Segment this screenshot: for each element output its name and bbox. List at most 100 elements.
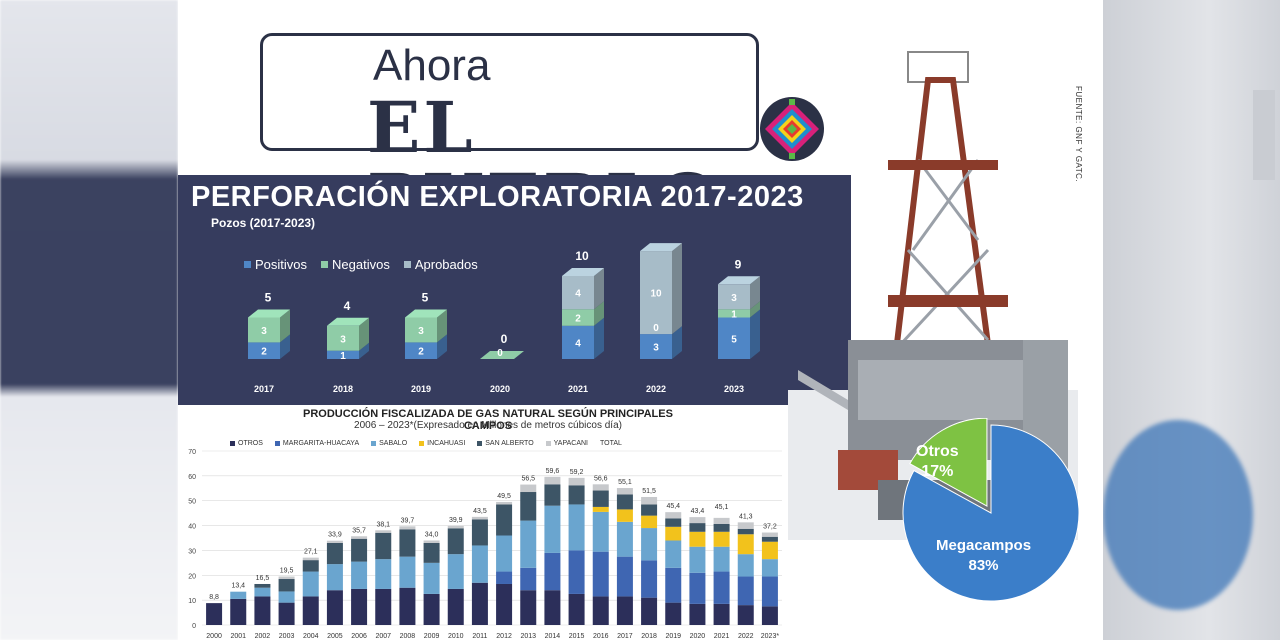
gas-bar-2006-4 [351, 538, 368, 562]
gas-bar-2006-0 [351, 588, 368, 625]
gas-bar-2004-0 [302, 596, 319, 625]
gas-bar-2005-2 [326, 564, 343, 591]
gas-bar-2022-1 [737, 576, 754, 606]
total-label: 13 [653, 235, 667, 238]
bar-front-2022-2 [640, 251, 672, 335]
gas-bar-2007-2 [375, 559, 392, 589]
gas-total-label: 16,5 [256, 575, 270, 582]
gas-total-label: 59,2 [570, 469, 584, 476]
gas-bar-2016-1 [592, 551, 609, 597]
gas-bar-2001-0 [230, 598, 247, 625]
bar-top-2019 [405, 309, 447, 318]
logo: Ahora EL PUEBLO [260, 33, 824, 236]
gas-year-label: 2003 [279, 633, 295, 640]
y-tick-label: 30 [188, 548, 196, 555]
gas-bar-2007-0 [375, 588, 392, 625]
y-tick-label: 70 [188, 449, 196, 456]
gas-year-label: 2016 [593, 633, 609, 640]
gas-bar-2016-0 [592, 596, 609, 625]
gas-bar-2006-2 [351, 561, 368, 589]
gas-year-label: 2002 [255, 633, 271, 640]
infographic: Ahora EL PUEBLO PERFORACIÓN EXPLORATORIA… [178, 0, 1103, 640]
bar-side-2023-1 [750, 301, 760, 318]
gas-bar-2012-1 [496, 571, 513, 584]
gas-bar-2005-5 [326, 540, 343, 543]
y-tick-label: 10 [188, 598, 196, 605]
gas-bar-2006-5 [351, 536, 368, 539]
legend-item-sabalo: SABALO [371, 440, 407, 447]
bar-top-2021 [562, 268, 604, 276]
gas-year-label: 2023* [761, 633, 780, 640]
y-tick-label: 50 [188, 499, 196, 506]
gas-year-label: 2021 [714, 633, 730, 640]
bar-side-2017-0 [280, 334, 290, 359]
gas-bar-2008-0 [399, 587, 416, 625]
gas-bar-2012-2 [496, 535, 513, 572]
gas-bar-2014-4 [544, 484, 561, 506]
gas-bar-2018-2 [641, 528, 658, 561]
segment-label: 4 [575, 289, 581, 300]
blurred-pie-detail [1103, 420, 1253, 610]
y-tick-label: 0 [192, 623, 196, 630]
segment-label: 2 [418, 347, 424, 358]
gas-bar-2007-4 [375, 532, 392, 560]
gas-bar-2003-4 [278, 579, 295, 592]
gas-bar-2023*-3 [761, 541, 778, 560]
gas-bar-2020-0 [689, 603, 706, 625]
gas-production-chart: 0 10 20 30 40 50 60 70 8,8 2000 13,4 2001 16,5 2002 19… [188, 449, 782, 640]
gas-bar-2016-3 [592, 506, 609, 512]
bar-side-2018-0 [359, 342, 369, 359]
gas-bar-2013-1 [520, 567, 537, 591]
gas-bar-2023*-1 [761, 576, 778, 607]
gas-bar-2010-0 [447, 588, 464, 625]
bar-side-2021-2 [594, 268, 604, 310]
pie-slice-otros [909, 418, 988, 507]
segment-label: 2 [261, 347, 267, 358]
bar-side-2017-1 [280, 309, 290, 343]
gas-total-label: 43,5 [473, 508, 487, 515]
logo-emblem-icon [760, 97, 824, 161]
gas-bar-2010-2 [447, 554, 464, 589]
gas-bar-2011-5 [471, 516, 488, 520]
gas-bar-2019-1 [665, 567, 682, 603]
bar-front-2017-1 [248, 317, 280, 343]
segment-label: 1 [731, 309, 737, 320]
bar-front-2017-0 [248, 342, 280, 359]
pie-chart [902, 418, 1080, 602]
gas-year-label: 2004 [303, 633, 319, 640]
gas-bar-2022-3 [737, 534, 754, 555]
panel-subtitle: Pozos (2017-2023) [211, 216, 316, 230]
drilling-bar-chart: 2352017134201823520190020204241020213010… [248, 235, 760, 394]
category-label: 2021 [568, 384, 588, 394]
gas-total-label: 35,7 [352, 527, 366, 534]
gas-year-label: 2012 [496, 633, 512, 640]
gas-bar-2004-4 [302, 560, 319, 572]
gas-bar-2000-0 [206, 603, 223, 625]
gas-bar-2016-4 [592, 490, 609, 507]
total-label: 10 [575, 249, 589, 263]
gas-bar-2005-0 [326, 590, 343, 625]
gas-bar-2022-5 [737, 522, 754, 529]
gas-bar-2016-2 [592, 511, 609, 552]
gas-bar-2009-0 [423, 593, 440, 625]
gas-bar-2020-5 [689, 517, 706, 524]
bar-side-2019-0 [437, 334, 447, 359]
gas-year-label: 2000 [206, 633, 222, 640]
gas-bar-2001-2 [230, 591, 247, 599]
gas-total-label: 45,4 [666, 503, 680, 510]
gas-total-label: 33,9 [328, 532, 342, 539]
segment-label: 5 [731, 334, 737, 345]
legend-item-positivos: Positivos [244, 257, 307, 272]
segment-label: 3 [340, 334, 346, 345]
gas-bar-2021-1 [713, 571, 730, 604]
gas-bar-2003-2 [278, 591, 295, 603]
total-label: 5 [265, 291, 272, 305]
gas-bar-2009-2 [423, 562, 440, 594]
gas-bar-2002-2 [254, 587, 271, 597]
legend-item-negativos: Negativos [321, 257, 390, 272]
bar-front-2019-0 [405, 342, 437, 359]
bar-side-2021-1 [594, 301, 604, 326]
gas-total-label: 59,6 [546, 468, 560, 475]
gas-bar-2012-5 [496, 501, 513, 505]
bar-front-2018-0 [327, 350, 359, 359]
